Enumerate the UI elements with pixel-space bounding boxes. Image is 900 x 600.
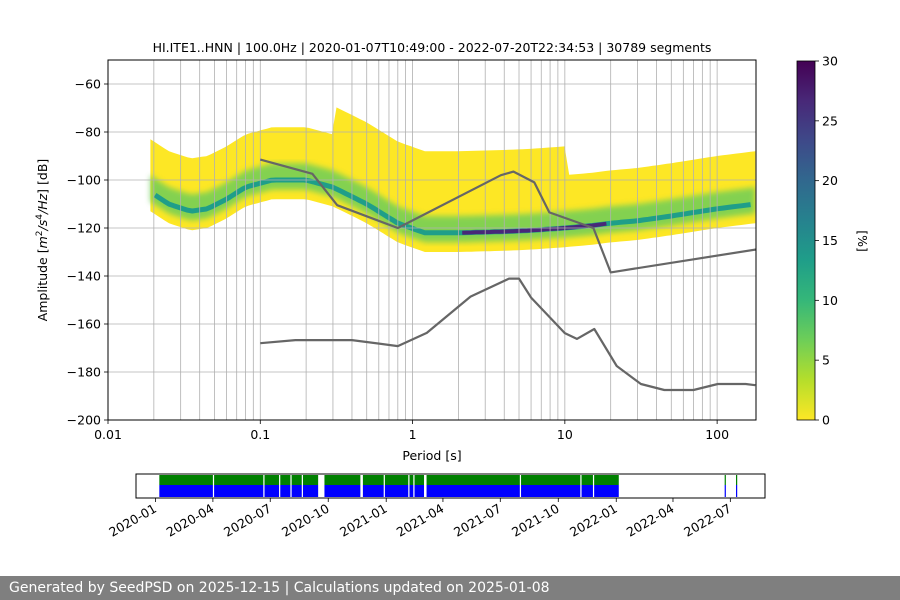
- timeline-psd-bar: [324, 485, 361, 497]
- timeline-gap: [519, 475, 522, 497]
- timeline-tick-label: 2022-04: [624, 501, 677, 540]
- y-tick-label: −140: [67, 269, 101, 284]
- timeline-available-bar: [324, 475, 361, 485]
- timeline-gap: [290, 475, 292, 497]
- x-tick-label: 1: [409, 427, 417, 442]
- timeline-gap: [413, 475, 415, 497]
- y-tick-label: −60: [75, 77, 101, 92]
- y-axis: −200 −180 −160 −140 −120 −100 −80 −60: [67, 77, 108, 428]
- y-tick-label: −200: [67, 413, 101, 428]
- y-tick-label: −160: [67, 317, 101, 332]
- colorbar-axis: 0 5 10 15 20 25 30: [815, 54, 838, 428]
- timeline-gap: [279, 475, 281, 497]
- y-axis-label-exp-2: 2: [35, 230, 45, 236]
- plot-frame: [107, 59, 757, 421]
- timeline-gap: [592, 475, 595, 497]
- colorbar-tick-label: 25: [822, 113, 838, 128]
- timeline-psd-bar: [362, 485, 425, 497]
- timeline-available-bar: [362, 475, 425, 485]
- timeline-gap: [263, 475, 265, 497]
- timeline-axis: 2020-01 2020-04 2020-07 2020-10 2021-01 2021-…: [106, 498, 734, 540]
- y-axis-label-unit-s: /s: [35, 219, 50, 231]
- colorbar-tick-label: 30: [822, 54, 838, 69]
- colorbar-tick-label: 5: [822, 353, 830, 368]
- timeline-tick-label: 2021-01: [337, 501, 390, 540]
- y-axis-label-unit-hz: /Hz: [35, 193, 50, 215]
- y-axis-label: Amplitude [m2/s4/Hz] [dB]: [35, 159, 50, 322]
- series-nlnm: [260, 277, 756, 392]
- colorbar-tick-label: 20: [822, 173, 838, 188]
- timeline-gap: [408, 475, 410, 497]
- footer-text: Generated by SeedPSD on 2025-12-15 | Cal…: [9, 580, 550, 596]
- timeline-psd-bar: [724, 485, 726, 497]
- colorbar: [796, 60, 816, 421]
- timeline-tick-label: 2021-04: [394, 501, 447, 540]
- timeline-available-bar: [426, 475, 619, 485]
- y-axis-label-suffix: ] [dB]: [35, 159, 50, 194]
- timeline-tick-label: 2020-10: [279, 501, 332, 540]
- x-tick-label: 0.1: [250, 427, 270, 442]
- timeline-tick-label: 2020-01: [106, 501, 159, 540]
- timeline-tick-label: 2021-10: [509, 501, 562, 540]
- timeline-gap: [212, 475, 215, 497]
- timeline-tick-label: 2020-04: [164, 501, 217, 540]
- y-tick-label: −100: [67, 173, 101, 188]
- x-tick-label: 100: [705, 427, 729, 442]
- chart-title: HI.ITE1..HNN | 100.0Hz | 2020-01-07T10:4…: [153, 40, 712, 55]
- y-tick-label: −120: [67, 221, 101, 236]
- timeline-gap: [383, 475, 385, 497]
- x-tick-label: 0.01: [94, 427, 122, 442]
- colorbar-tick-label: 15: [822, 233, 838, 248]
- psd-figure: HI.ITE1..HNN | 100.0Hz | 2020-01-07T10:4…: [35, 40, 870, 540]
- noise-model-lines: [260, 158, 756, 392]
- timeline-frame: [135, 473, 766, 499]
- timeline-tick-label: 2022-01: [567, 501, 620, 540]
- y-tick-label: −180: [67, 365, 101, 380]
- colorbar-tick-label: 0: [822, 413, 830, 428]
- heatmap-mode-core: [153, 177, 751, 236]
- colorbar-label: [%]: [855, 230, 870, 252]
- timeline-gap: [580, 475, 582, 497]
- timeline-available-bar: [736, 475, 738, 485]
- timeline-available-bar: [724, 475, 726, 485]
- timeline-tick-label: 2022-07: [681, 501, 734, 540]
- plot-grid: [108, 60, 756, 420]
- x-axis-label: Period [s]: [402, 448, 461, 463]
- y-axis-label-prefix: Amplitude [: [35, 248, 50, 321]
- timeline-available-bar: [159, 475, 319, 485]
- y-axis-label-unit-m: m: [35, 236, 50, 248]
- footer-bar: Generated by SeedPSD on 2025-12-15 | Cal…: [0, 576, 900, 600]
- timeline-tick-label: 2021-07: [451, 501, 504, 540]
- timeline-psd-bar: [426, 485, 619, 497]
- timeline-psd-bar: [736, 485, 738, 497]
- x-tick-label: 10: [557, 427, 573, 442]
- timeline-tick-label: 2020-07: [221, 501, 274, 540]
- x-axis: 0.01 0.1 1 10 100: [94, 420, 729, 442]
- timeline-gap: [301, 475, 303, 497]
- y-tick-label: −80: [75, 125, 101, 140]
- timeline-psd-bar: [159, 485, 319, 497]
- y-axis-label-exp-4: 4: [35, 214, 45, 220]
- heatmap-mode-peak: [462, 221, 607, 235]
- colorbar-tick-label: 10: [822, 293, 838, 308]
- data-availability-timeline: [159, 475, 738, 497]
- series-nhnm: [260, 158, 756, 274]
